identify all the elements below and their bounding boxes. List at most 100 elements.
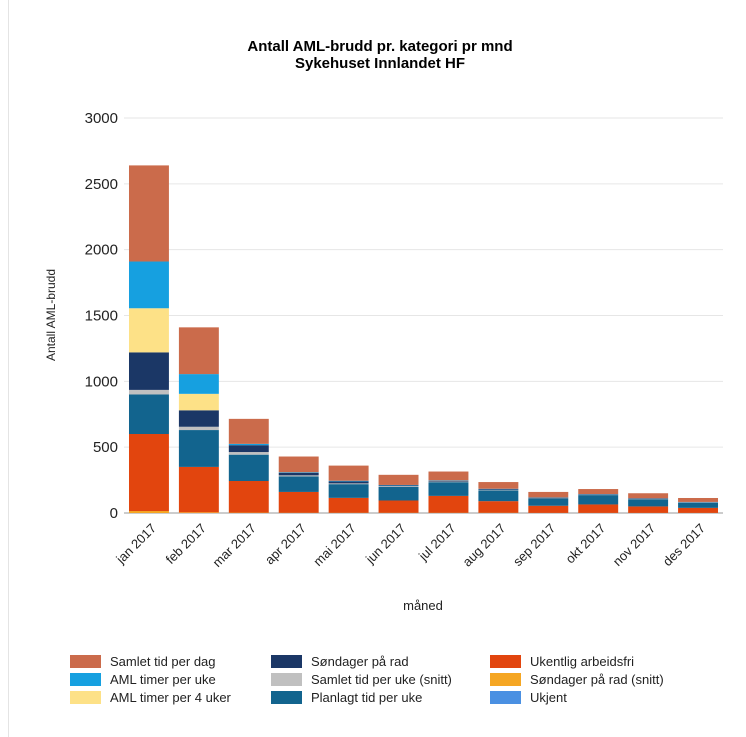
y-tick-label: 500 xyxy=(93,439,118,456)
x-tick-label: mar 2017 xyxy=(209,521,258,570)
bar-segment xyxy=(528,505,569,513)
bar-segment xyxy=(328,481,369,484)
legend-item[interactable]: Samlet tid per uke (snitt) xyxy=(271,670,452,688)
legend-swatch xyxy=(271,672,302,686)
bar-segment xyxy=(228,481,269,513)
legend-label: Ukjent xyxy=(530,689,567,705)
y-tick-label: 2000 xyxy=(85,242,118,259)
bar-segment xyxy=(128,434,169,512)
legend-item[interactable]: AML timer per 4 uker xyxy=(70,688,231,706)
bar-segment xyxy=(178,327,219,375)
bar-segment xyxy=(278,491,319,513)
legend-label: Ukentlig arbeidsfri xyxy=(530,653,635,669)
bar-segment xyxy=(378,486,419,501)
legend-item[interactable]: Samlet tid per dag xyxy=(70,652,216,670)
bar-segment xyxy=(578,495,619,505)
bar-segment xyxy=(478,490,519,502)
legend-item[interactable]: Planlagt tid per uke xyxy=(271,688,422,706)
bar-segment xyxy=(678,502,719,508)
bar-segment xyxy=(178,426,219,431)
x-tick-label: jul 2017 xyxy=(415,521,459,565)
bar-segment xyxy=(178,374,219,394)
x-tick-label: apr 2017 xyxy=(262,521,309,568)
bar-segment xyxy=(128,389,169,395)
chart-subtitle: Sykehuset Innlandet HF xyxy=(294,55,466,72)
legend-label: Søndager på rad xyxy=(311,653,409,669)
bar-segment xyxy=(278,472,319,473)
bar-segment xyxy=(428,480,469,482)
legend-swatch xyxy=(490,672,521,686)
bar-segment xyxy=(228,443,269,446)
bar-segment xyxy=(278,472,319,476)
legend-label: Samlet tid per dag xyxy=(110,653,216,669)
legend-swatch xyxy=(70,690,101,704)
bar-segment xyxy=(578,494,619,495)
legend-label: AML timer per uke xyxy=(110,671,216,687)
bar-segment xyxy=(328,465,369,481)
bar-segment xyxy=(128,308,169,353)
legend-swatch xyxy=(490,690,521,704)
bar-segment xyxy=(328,484,369,498)
y-tick-label: 1500 xyxy=(85,308,118,325)
bar-segment xyxy=(628,499,669,507)
left-divider xyxy=(8,0,9,737)
bar-segment xyxy=(278,475,319,477)
bar-segment xyxy=(228,445,269,453)
bar-segment xyxy=(678,497,719,502)
bar-segment xyxy=(128,511,169,513)
x-tick-label: des 2017 xyxy=(660,521,708,569)
bar-segment xyxy=(178,512,219,513)
legend-item[interactable]: AML timer per uke xyxy=(70,670,216,688)
legend-swatch xyxy=(490,654,521,668)
x-tick-label: okt 2017 xyxy=(562,521,608,567)
bar-segment xyxy=(428,471,469,481)
bar-segment xyxy=(528,491,569,498)
legend-item[interactable]: Søndager på rad xyxy=(271,652,409,670)
legend-swatch xyxy=(271,654,302,668)
bar-segment xyxy=(178,410,219,427)
bar-segment xyxy=(178,430,219,467)
bar-segment xyxy=(178,466,219,513)
legend-item[interactable]: Ukjent xyxy=(490,688,567,706)
bar-segment xyxy=(578,504,619,513)
bar-segment xyxy=(628,506,669,513)
legend-swatch xyxy=(70,654,101,668)
x-tick-label: mai 2017 xyxy=(310,521,358,569)
bar-segment xyxy=(128,165,169,262)
legend-label: Samlet tid per uke (snitt) xyxy=(311,671,452,687)
bar-segment xyxy=(328,480,369,482)
bar-segment xyxy=(328,483,369,485)
legend-label: Søndager på rad (snitt) xyxy=(530,671,664,687)
x-tick-label: feb 2017 xyxy=(163,521,209,567)
bar-segment xyxy=(378,486,419,487)
legend-label: Planlagt tid per uke xyxy=(311,689,423,705)
bar-segment xyxy=(578,489,619,495)
bar-segment xyxy=(128,261,169,309)
legend-swatch xyxy=(70,672,101,686)
bar-segment xyxy=(528,498,569,506)
legend-item[interactable]: Søndager på rad (snitt) xyxy=(490,670,664,688)
bar-segment xyxy=(478,489,519,490)
bar-segment xyxy=(128,352,169,390)
bar-segment xyxy=(678,507,719,513)
x-tick-label: nov 2017 xyxy=(610,521,658,569)
legend-label: AML timer per 4 uker xyxy=(110,689,231,705)
y-tick-label: 2500 xyxy=(85,176,118,193)
bar-segment xyxy=(278,476,319,492)
bar-segment xyxy=(528,497,569,499)
bar-segment xyxy=(628,493,669,499)
y-tick-label: 0 xyxy=(110,505,118,522)
bar-segment xyxy=(378,485,419,487)
bar-segment xyxy=(178,393,219,411)
y-tick-label: 3000 xyxy=(85,110,118,127)
y-tick-label: 1000 xyxy=(85,373,118,390)
bar-segment xyxy=(428,495,469,513)
x-axis-ticks: jan 2017 feb 2017 mar 2017 apr 2017 mai 2017… xyxy=(112,521,708,570)
bar-segment xyxy=(478,482,519,489)
x-tick-label: jan 2017 xyxy=(112,521,159,568)
legend-item[interactable]: Ukentlig arbeidsfri xyxy=(490,652,634,670)
bar-segment xyxy=(428,481,469,483)
bar-segment xyxy=(478,501,519,513)
legend: Samlet tid per dag Søndager på rad Ukentli… xyxy=(70,652,730,712)
bar-segment xyxy=(428,482,469,496)
